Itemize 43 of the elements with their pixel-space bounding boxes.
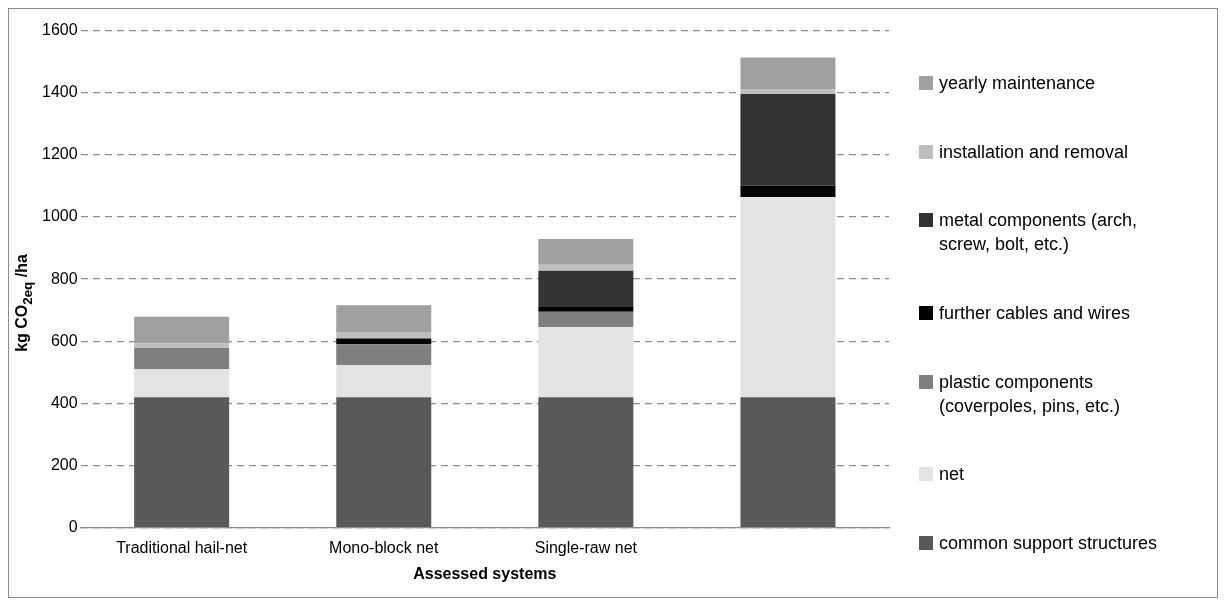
y-tick-label: 200 [50, 455, 78, 473]
bar [336, 305, 432, 333]
bar [740, 185, 836, 198]
bar [336, 397, 432, 527]
legend-label: yearly maintenance [939, 72, 1096, 96]
legend-label: installation and removal [939, 140, 1129, 164]
x-tick-label: Traditional hail-net [116, 538, 248, 556]
bar [336, 344, 432, 366]
y-tick-label: 1000 [42, 207, 78, 225]
bar [134, 343, 230, 349]
bar [538, 326, 634, 398]
bar [740, 197, 836, 398]
legend-label: further cables and wires [939, 301, 1131, 325]
bar [134, 316, 230, 344]
x-tick-label: Single-raw net [534, 538, 638, 556]
legend-label: plastic components (coverpoles, pins, etc.) [939, 370, 1122, 418]
bar [740, 57, 836, 89]
y-tick-label: 1600 [42, 21, 78, 39]
bar [740, 397, 836, 527]
bar [538, 239, 634, 265]
y-tick-label: 400 [50, 393, 78, 411]
y-tick-label: 0 [68, 518, 78, 536]
bar [740, 93, 836, 186]
bar [538, 397, 634, 527]
legend-label: net [939, 463, 965, 487]
y-tick-label: 600 [50, 331, 78, 349]
bar [134, 397, 230, 527]
bar [134, 369, 230, 398]
y-tick-label: 1200 [42, 145, 78, 163]
bar [740, 89, 836, 94]
bar [134, 348, 230, 370]
bar [336, 338, 432, 345]
x-tick-label: Mono-block net [329, 538, 439, 556]
bar [336, 365, 432, 398]
y-tick-label: 1400 [42, 83, 78, 101]
bar [538, 311, 634, 327]
legend-label: metal components (arch, screw, bolt, etc.) [939, 209, 1139, 257]
x-axis-title: Assessed systems [413, 564, 557, 582]
bar [538, 270, 634, 308]
legend-label: common support structures [939, 531, 1158, 555]
bar [538, 264, 634, 271]
bar [538, 307, 634, 312]
y-tick-label: 800 [50, 269, 78, 287]
